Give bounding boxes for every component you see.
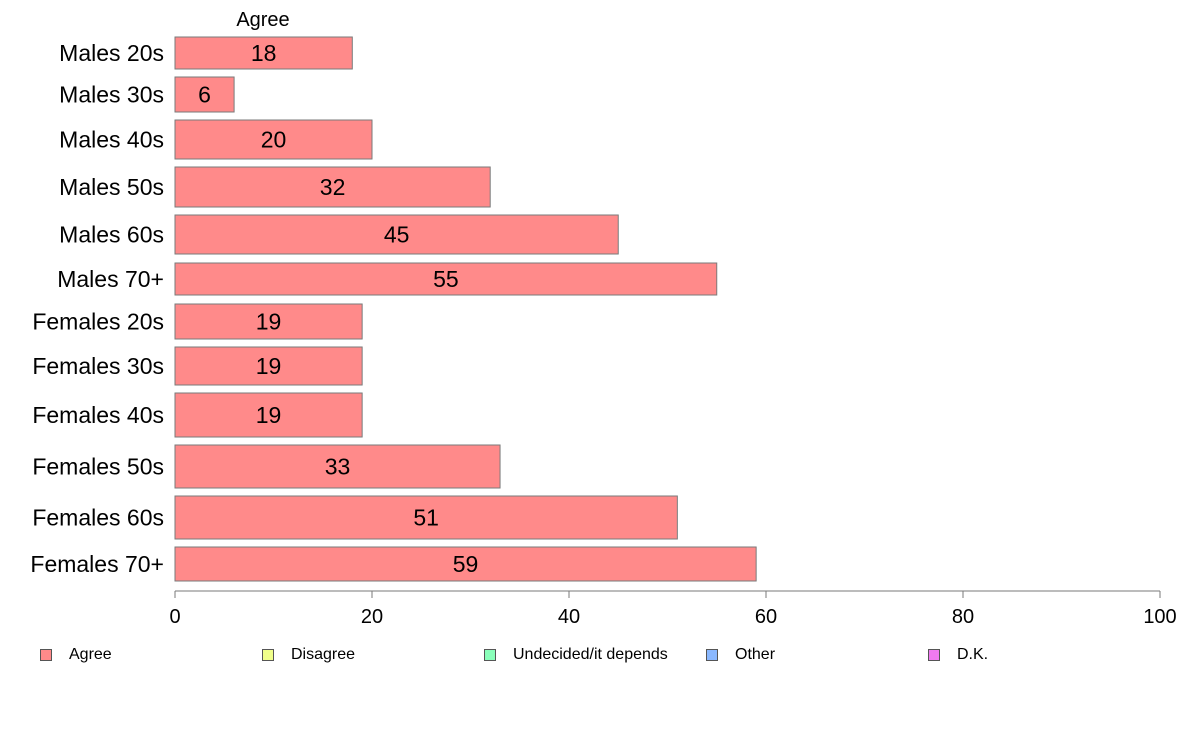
x-tick-label-80: 80 [952,606,974,628]
x-tick-label-100: 100 [1143,606,1176,628]
bar-males-70plus [174,262,718,296]
data-label-males-30s: 6 [198,82,211,108]
data-label-males-50s: 32 [320,174,346,200]
x-tick-label-60: 60 [755,606,777,628]
legend-swatch-disagree [262,649,274,661]
legend-item-dk: D.K. [928,646,988,664]
legend-label-agree: Agree [69,646,112,663]
x-axis: 0 20 40 60 80 100 [169,590,1177,628]
bar-males-20s [174,36,353,70]
legend-label-dk: D.K. [957,646,989,663]
category-label-males-30s: Males 30s [59,82,164,108]
legend-label-undecided: Undecided/it depends [513,646,668,663]
legend-item-agree: Agree [40,646,112,664]
legend-label-other: Other [735,646,776,663]
category-label-females-60s: Females 60s [32,505,164,531]
category-label-females-50s: Females 50s [32,454,164,480]
bar-females-20s [174,303,363,340]
category-label-females-70plus: Females 70+ [30,551,164,577]
bar-females-40s [174,392,363,438]
x-tick-label-20: 20 [361,606,383,628]
data-label-males-60s: 45 [384,222,410,248]
data-label-males-70plus: 55 [433,266,459,292]
data-label-females-30s: 19 [256,353,282,379]
data-label-males-20s: 18 [251,40,277,66]
x-tick-label-40: 40 [558,606,580,628]
bar-males-30s [174,76,235,113]
bar-males-40s [174,119,373,160]
category-label-males-20s: Males 20s [59,40,164,66]
bar-females-30s [174,346,363,386]
data-label-females-60s: 51 [413,505,439,531]
bars-group: 18 Males 20s 6 Males 30s 20 Males 40s 32 Males … [30,36,757,582]
legend-item-disagree: Disagree [262,646,355,664]
category-label-females-30s: Females 30s [32,353,164,379]
data-label-females-70plus: 59 [453,551,479,577]
legend-swatch-other [706,649,718,661]
data-label-males-40s: 20 [261,127,287,153]
data-label-females-20s: 19 [256,309,282,335]
legend-swatch-dk [928,649,940,661]
bar-males-60s [174,214,619,255]
bar-females-60s [174,495,678,540]
category-label-males-70plus: Males 70+ [57,266,164,292]
category-label-males-40s: Males 40s [59,127,164,153]
legend-swatch-agree [40,649,52,661]
category-label-males-50s: Males 50s [59,174,164,200]
data-label-females-40s: 19 [256,402,282,428]
legend-label-disagree: Disagree [291,646,356,663]
category-label-males-60s: Males 60s [59,222,164,248]
bar-males-50s [174,166,491,208]
bar-females-50s [174,444,501,489]
legend: Agree Disagree Undecided/it depends Othe… [0,646,1188,670]
x-tick-label-0: 0 [169,606,180,628]
legend-item-other: Other [706,646,775,664]
legend-item-undecided: Undecided/it depends [484,646,668,664]
data-label-females-50s: 33 [325,454,351,480]
category-label-females-40s: Females 40s [32,402,164,428]
series-header-label: Agree [236,9,289,31]
category-label-females-20s: Females 20s [32,309,164,335]
bar-females-70plus [174,546,757,582]
legend-swatch-undecided [484,649,496,661]
